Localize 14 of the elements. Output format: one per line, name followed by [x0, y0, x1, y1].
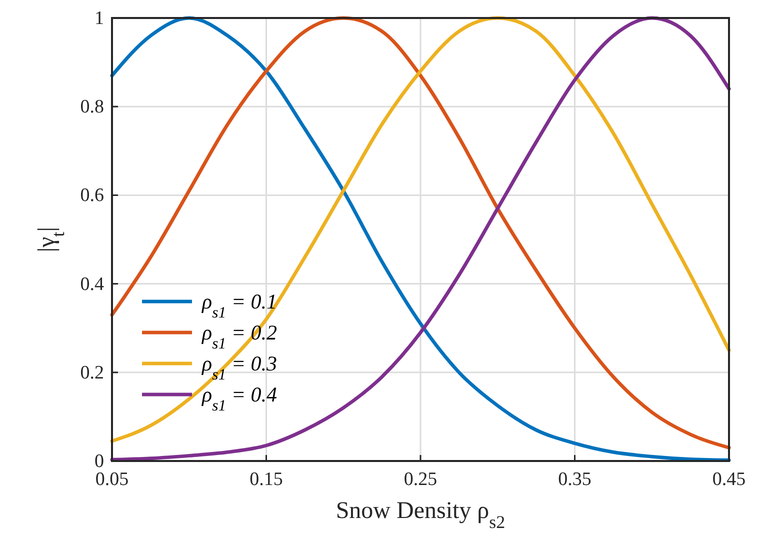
x-tick-label: 0.25 [404, 469, 438, 490]
y-tick-label: 1 [94, 8, 104, 29]
x-tick-label: 0.05 [95, 469, 129, 490]
y-tick-label: 0.6 [80, 185, 104, 206]
legend-label: ρ$_{s1}$ = 0.4 [201, 382, 278, 414]
x-axis-title: Snow Density ρ$_{s2}$ [336, 498, 506, 532]
legend-label: ρ$_{s1}$ = 0.1 [201, 290, 278, 322]
x-tick-label: 0.15 [250, 469, 283, 490]
y-tick-label: 0.8 [80, 96, 104, 118]
y-tick-label: 0.4 [80, 274, 104, 295]
x-tick-label: 0.45 [712, 469, 746, 490]
y-tick-label: 0 [94, 451, 104, 472]
x-tick-label: 0.35 [558, 469, 592, 490]
y-tick-label: 0.2 [80, 362, 104, 384]
